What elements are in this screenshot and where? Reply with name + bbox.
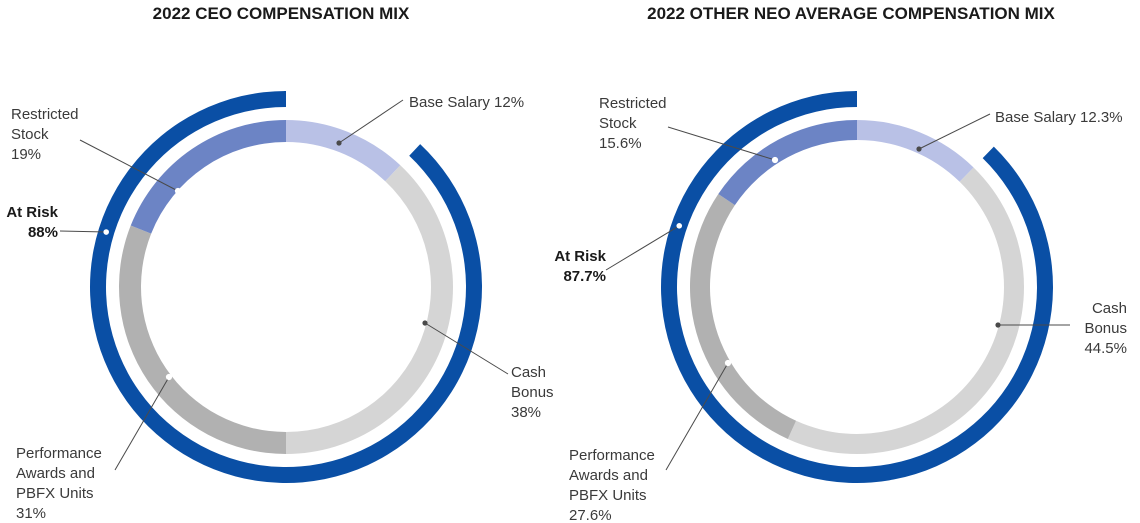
data-label-line: PBFX Units bbox=[569, 487, 647, 504]
slice-base-salary bbox=[286, 120, 401, 182]
slice-restricted-stock bbox=[130, 120, 286, 234]
leader-dot bbox=[771, 156, 779, 164]
data-label: Cash Bonus 44.5% bbox=[1084, 300, 1127, 357]
data-label-line: 19% bbox=[11, 146, 41, 163]
data-label-line: Cash bbox=[511, 364, 546, 381]
at-risk-dot bbox=[103, 229, 110, 235]
data-label-line: Bonus bbox=[1084, 320, 1127, 337]
leader-dot bbox=[916, 146, 922, 152]
at-risk-dot bbox=[676, 222, 683, 229]
at-risk-label-line: At Risk bbox=[6, 204, 58, 221]
slice-performance-awards-and-pbfx-units bbox=[119, 225, 286, 454]
data-label-line: Performance bbox=[569, 447, 655, 464]
data-label-line: Restricted bbox=[599, 95, 667, 112]
callout bbox=[114, 373, 173, 471]
data-label-line: Restricted bbox=[11, 106, 79, 123]
callout bbox=[336, 99, 404, 146]
data-label-line: Base Salary 12.3% bbox=[995, 109, 1123, 126]
data-label: Restricted Stock 15.6% bbox=[599, 95, 667, 152]
at-risk-label-line: At Risk bbox=[554, 248, 606, 265]
data-label-line: PBFX Units bbox=[16, 485, 94, 502]
at-risk-arc-end bbox=[855, 91, 857, 107]
data-label-line: Stock bbox=[11, 126, 49, 143]
data-label: Base Salary 12.3% bbox=[995, 109, 1123, 126]
leader-line bbox=[667, 126, 776, 161]
data-label: Performance Awards and PBFX Units 31% bbox=[16, 445, 102, 522]
data-label-line: 15.6% bbox=[599, 135, 642, 152]
leader-line bbox=[79, 139, 179, 192]
callout bbox=[995, 322, 1070, 328]
at-risk-leader-line bbox=[605, 225, 680, 271]
data-label: Restricted Stock 19% bbox=[11, 106, 79, 163]
data-label-line: 31% bbox=[16, 505, 46, 522]
callout bbox=[422, 320, 509, 375]
callout bbox=[665, 359, 732, 471]
callout bbox=[916, 113, 991, 152]
donut-chart-1: 2022 CEO COMPENSATION MIX bbox=[59, 4, 509, 483]
slice-base-salary bbox=[857, 120, 974, 182]
at-risk-label-line: 88% bbox=[28, 224, 58, 241]
data-label: Performance Awards and PBFX Units 27.6% bbox=[569, 447, 655, 523]
slice-cash-bonus bbox=[286, 165, 454, 454]
chart-title: 2022 OTHER NEO AVERAGE COMPENSATION MIX bbox=[647, 4, 1055, 23]
at-risk-label: At Risk 87.7% bbox=[554, 248, 606, 285]
leader-dot bbox=[336, 140, 342, 146]
callout bbox=[667, 126, 779, 164]
leader-line bbox=[665, 362, 729, 471]
data-label-line: Awards and bbox=[16, 465, 95, 482]
leader-dot bbox=[724, 359, 732, 367]
data-label-line: Awards and bbox=[569, 467, 648, 484]
donut-chart-2: 2022 OTHER NEO AVERAGE COMPENSATION MIX bbox=[605, 4, 1070, 483]
slice-restricted-stock bbox=[718, 120, 857, 206]
at-risk-label: At Risk 88% bbox=[6, 204, 58, 241]
leader-line bbox=[424, 322, 509, 375]
data-label-line: Bonus bbox=[511, 384, 554, 401]
leader-dot bbox=[422, 320, 428, 326]
at-risk-label-line: 87.7% bbox=[563, 268, 606, 285]
at-risk-arc bbox=[661, 91, 1053, 483]
data-label-line: 27.6% bbox=[569, 507, 612, 523]
data-label-line: Base Salary 12% bbox=[409, 94, 524, 111]
data-label-line: 38% bbox=[511, 404, 541, 421]
leader-dot bbox=[165, 373, 173, 381]
leader-line bbox=[114, 376, 170, 471]
callout bbox=[79, 139, 182, 195]
data-label: Base Salary 12% bbox=[409, 94, 524, 111]
data-label-line: Performance bbox=[16, 445, 102, 462]
slice-performance-awards-and-pbfx-units bbox=[689, 194, 797, 439]
data-label: Cash Bonus 38% bbox=[511, 364, 554, 421]
at-risk-arc bbox=[89, 91, 483, 483]
leader-dot bbox=[995, 322, 1001, 328]
chart-title: 2022 CEO COMPENSATION MIX bbox=[153, 4, 410, 23]
at-risk-leader-line bbox=[59, 230, 107, 233]
data-label-line: Stock bbox=[599, 115, 637, 132]
at-risk-arc-end bbox=[284, 91, 286, 107]
data-label-line: Cash bbox=[1092, 300, 1127, 317]
leader-line bbox=[918, 113, 991, 150]
leader-line bbox=[338, 99, 404, 144]
data-label-line: 44.5% bbox=[1084, 340, 1127, 357]
leader-dot bbox=[174, 187, 182, 195]
